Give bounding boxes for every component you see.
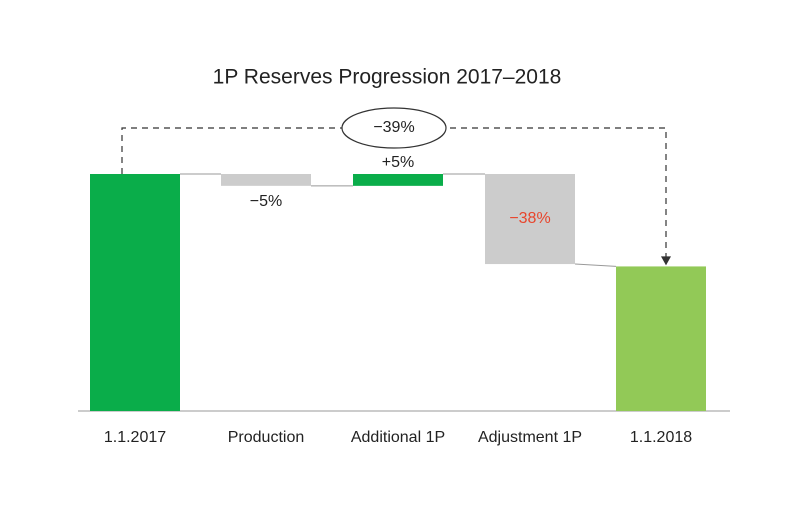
chart-title: 1P Reserves Progression 2017–2018	[213, 66, 562, 89]
x-tick-label: 1.1.2018	[630, 429, 692, 446]
bar	[353, 174, 443, 186]
x-tick-label: Production	[228, 429, 305, 446]
arrow-head	[661, 256, 671, 266]
total-change-ellipse	[341, 107, 447, 149]
value-label: −5%	[250, 193, 282, 210]
value-label: −38%	[509, 210, 550, 227]
value-label: +5%	[382, 154, 414, 171]
total-change-bracket	[121, 127, 667, 258]
x-tick-label: Adjustment 1P	[478, 429, 582, 446]
bar	[90, 174, 180, 411]
total-change-label: −39%	[373, 119, 414, 136]
connector	[574, 263, 617, 267]
bar	[221, 174, 311, 186]
x-tick-label: Additional 1P	[351, 429, 445, 446]
bar	[485, 174, 575, 265]
x-tick-label: 1.1.2017	[104, 429, 166, 446]
bar	[616, 266, 706, 411]
